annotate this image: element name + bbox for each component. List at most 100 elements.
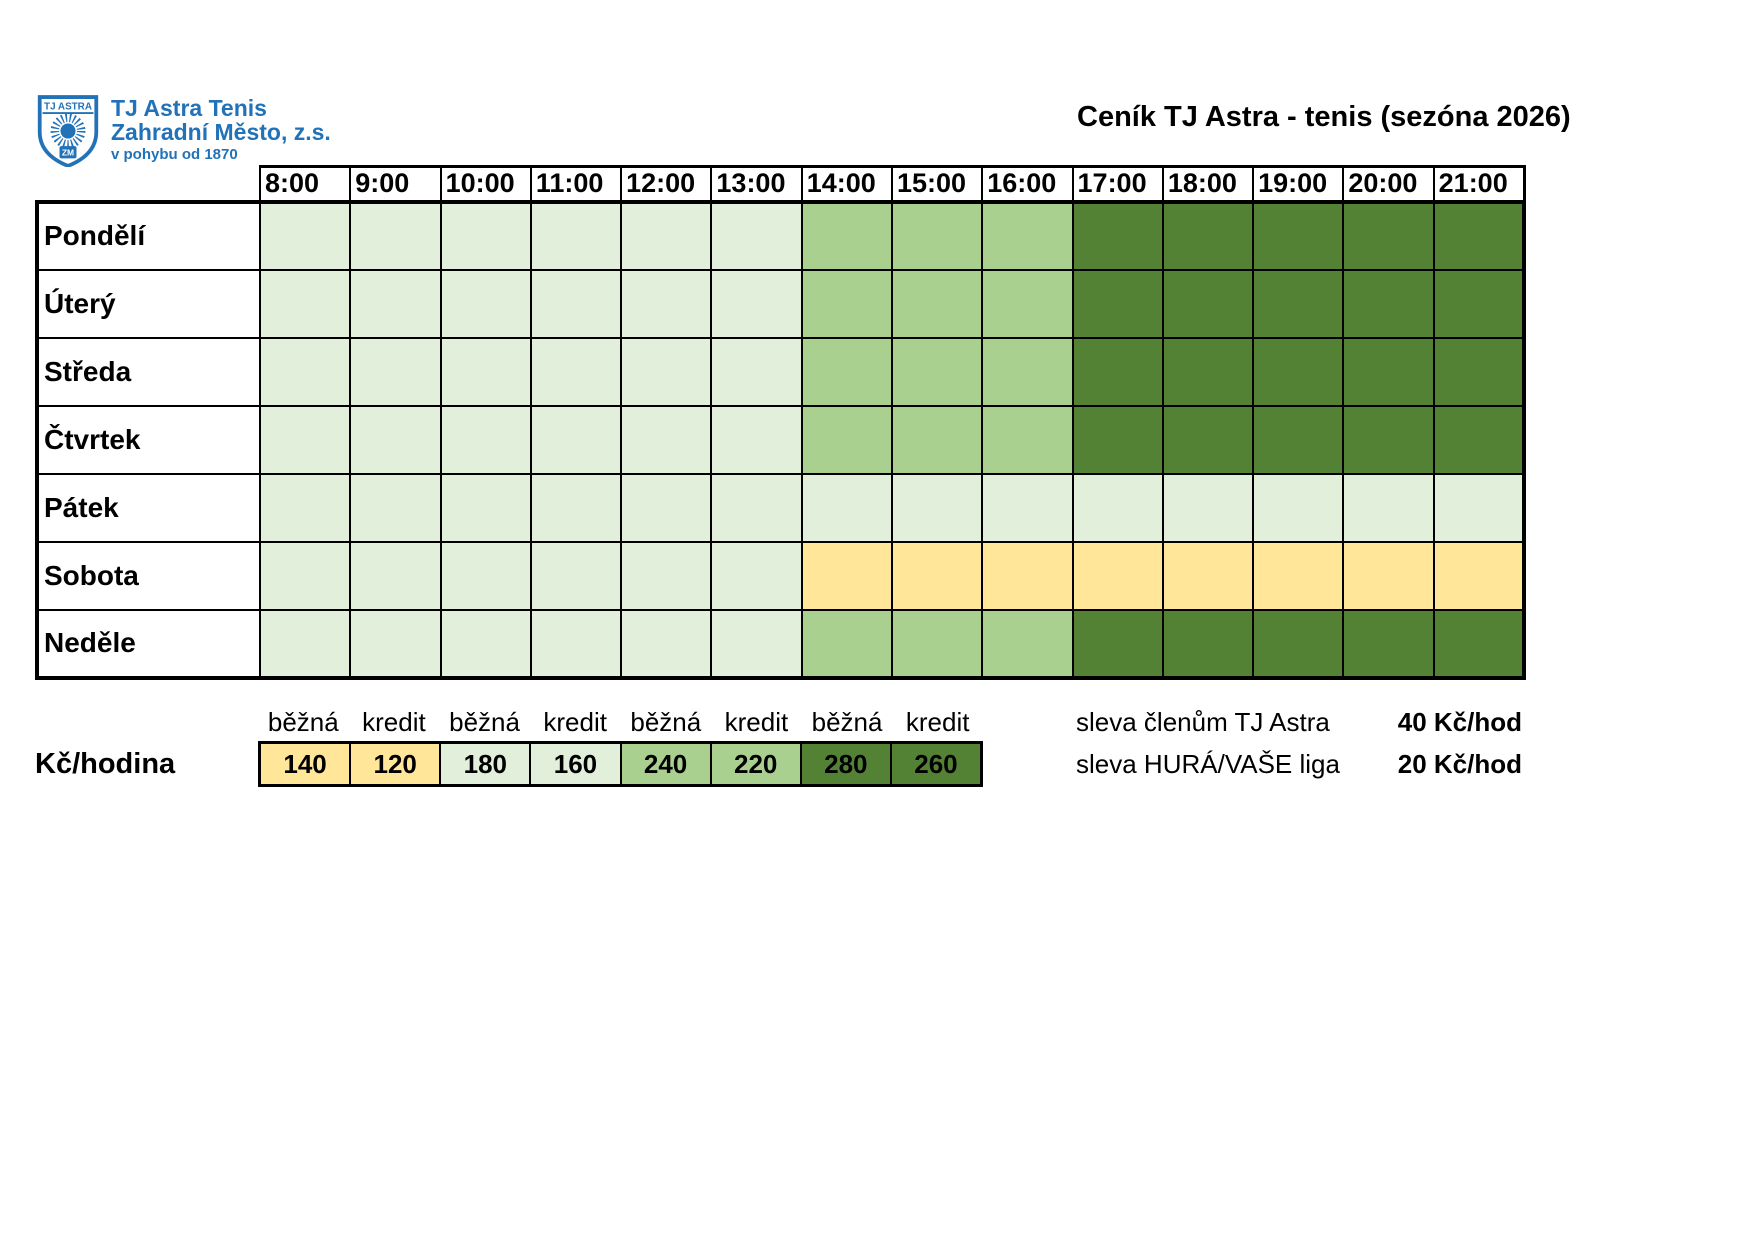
schedule-slot (890, 404, 984, 475)
schedule-slot (349, 540, 442, 611)
schedule-slot (439, 472, 532, 543)
schedule-slot (1161, 268, 1255, 339)
schedule-slot (800, 199, 893, 271)
schedule-slot (800, 472, 893, 543)
schedule-slot (1342, 268, 1435, 339)
schedule-slot (1071, 268, 1164, 339)
discount-row-members: sleva členům TJ Astra 40 Kč/hod (983, 707, 1526, 738)
schedule-slot (349, 472, 442, 543)
schedule-slot (439, 268, 532, 339)
schedule-slot (1161, 199, 1255, 271)
schedule-slot (710, 336, 803, 407)
schedule-slot (1432, 608, 1527, 680)
time-header: 18:00 (1161, 165, 1255, 203)
schedule-slot (1432, 540, 1527, 611)
time-header: 13:00 (710, 165, 803, 203)
schedule-body: Pondělí Úterý Středa Čtvrtek Pátek Sobota Nedě… (35, 199, 1527, 680)
schedule-slot (1342, 472, 1435, 543)
schedule-slot (1432, 472, 1527, 543)
schedule-slot (981, 540, 1074, 611)
price-cell: 180 (441, 744, 532, 784)
day-row: Sobota (35, 540, 1527, 611)
price-cell: 220 (711, 744, 802, 784)
price-cell: 240 (621, 744, 712, 784)
schedule-slot (529, 608, 623, 680)
schedule-slot (981, 199, 1074, 271)
schedule-slot (349, 404, 442, 475)
price-type-label: kredit (543, 706, 607, 737)
schedule-slot (1071, 472, 1164, 543)
schedule-slot (1161, 540, 1255, 611)
time-header: 15:00 (890, 165, 984, 203)
price-type-row: běžná kredit běžná kredit běžná kredit běžná kr… (35, 703, 1526, 741)
day-label: Úterý (35, 268, 261, 339)
schedule-slot (620, 608, 713, 680)
schedule-slot (439, 608, 532, 680)
schedule-slot (710, 404, 803, 475)
price-type-label: běžná (811, 706, 883, 737)
schedule-slot (1071, 608, 1164, 680)
schedule-slot (800, 336, 893, 407)
price-type-label: běžná (630, 706, 702, 737)
schedule-slot (1252, 472, 1345, 543)
schedule-slot (1342, 608, 1435, 680)
schedule-slot (620, 268, 713, 339)
day-row: Pondělí (35, 199, 1527, 271)
schedule-slot (439, 404, 532, 475)
schedule-slot (710, 608, 803, 680)
day-row: Pátek (35, 472, 1527, 543)
schedule-slot (620, 540, 713, 611)
price-type-label: kredit (905, 706, 970, 737)
schedule-slot (1342, 540, 1435, 611)
schedule-slot (620, 404, 713, 475)
schedule-slot (1161, 404, 1255, 475)
discount-label-members: sleva členům TJ Astra (1076, 706, 1330, 737)
schedule-slot (1071, 540, 1164, 611)
discount-row-league: sleva HURÁ/VAŠE liga 20 Kč/hod (983, 749, 1526, 780)
price-cell: 280 (801, 744, 892, 784)
discount-value-league: 20 Kč/hod (1397, 748, 1522, 779)
club-tagline: v pohybu od 1870 (111, 145, 238, 163)
schedule-slot (800, 608, 893, 680)
day-label: Pátek (35, 472, 261, 543)
schedule-slot (529, 540, 623, 611)
time-header: 10:00 (439, 165, 532, 203)
schedule-slot (1161, 472, 1255, 543)
schedule-slot (890, 540, 984, 611)
schedule-slot (529, 404, 623, 475)
svg-text:TJ ASTRA: TJ ASTRA (44, 101, 92, 112)
schedule-slot (258, 608, 352, 680)
schedule-slot (800, 268, 893, 339)
discount-label-league: sleva HURÁ/VAŠE liga (1076, 748, 1340, 779)
page-title: Ceník TJ Astra - tenis (sezóna 2026) (1077, 101, 1571, 133)
schedule-slot (710, 268, 803, 339)
time-header: 11:00 (529, 165, 623, 203)
day-label: Sobota (35, 540, 261, 611)
day-label: Čtvrtek (35, 404, 261, 475)
schedule-slot (890, 199, 984, 271)
day-row: Úterý (35, 268, 1527, 339)
schedule-header-row: 8:00 9:00 10:00 11:00 12:00 13:00 14:00 15:00 16… (37, 165, 1526, 203)
day-label: Středa (35, 336, 261, 407)
schedule-slot (349, 199, 442, 271)
schedule-slot (981, 336, 1074, 407)
schedule-slot (890, 336, 984, 407)
price-cell: 120 (351, 744, 442, 784)
schedule-slot (439, 540, 532, 611)
schedule-slot (1252, 336, 1345, 407)
time-header: 16:00 (981, 165, 1074, 203)
club-name-line2: Zahradní Město, z.s. (111, 119, 331, 146)
schedule-slot (1432, 199, 1527, 271)
time-header: 21:00 (1432, 165, 1526, 203)
schedule-slot (258, 540, 352, 611)
time-header: 20:00 (1342, 165, 1435, 203)
club-shield-icon: TJ ASTRA ZM (37, 95, 99, 168)
price-type-label: kredit (362, 706, 426, 737)
day-label: Pondělí (35, 199, 261, 271)
schedule-slot (1071, 199, 1164, 271)
schedule-slot (1252, 540, 1345, 611)
schedule-slot (1252, 608, 1345, 680)
schedule-slot (890, 472, 984, 543)
schedule-slot (1161, 608, 1255, 680)
schedule-slot (1071, 404, 1164, 475)
